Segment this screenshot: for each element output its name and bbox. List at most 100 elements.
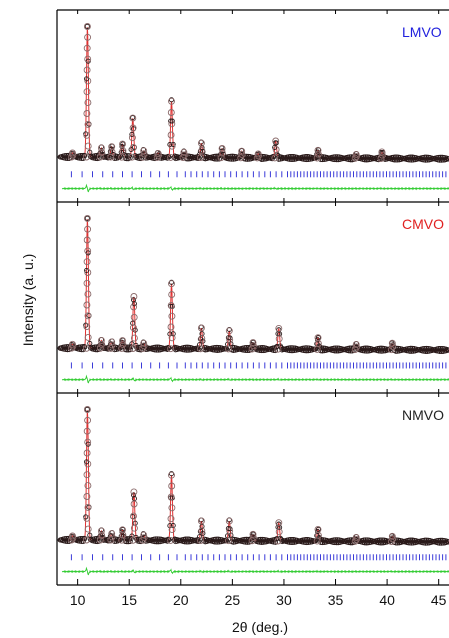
observed-point <box>68 536 76 544</box>
observed-point <box>153 536 159 542</box>
observed-point <box>274 537 282 545</box>
observed-point <box>237 154 245 162</box>
x-tick-label: 40 <box>379 592 395 608</box>
observed-point <box>132 327 138 333</box>
observed-point <box>108 341 116 349</box>
observed-point <box>119 140 126 148</box>
observed-point <box>69 532 76 540</box>
observed-point <box>253 154 261 162</box>
observed-point <box>198 146 206 154</box>
observed-point <box>304 348 310 354</box>
observed-point <box>130 512 137 520</box>
observed-point <box>407 348 413 354</box>
observed-point <box>170 141 176 147</box>
observed-point <box>107 536 115 544</box>
observed-point <box>423 540 429 546</box>
observed-point <box>302 156 308 163</box>
panel-lmvo: LMVO <box>57 23 449 193</box>
observed-point <box>228 153 234 159</box>
observed-point <box>362 154 368 160</box>
observed-point <box>377 540 383 546</box>
observed-point <box>130 303 138 311</box>
observed-point <box>119 341 127 348</box>
observed-point <box>108 533 116 541</box>
observed-point <box>129 324 137 332</box>
observed-point <box>167 536 175 544</box>
observed-point <box>84 525 92 533</box>
observed-point <box>84 482 92 490</box>
observed-point <box>217 154 225 162</box>
observed-point <box>168 334 176 342</box>
observed-point <box>124 347 130 353</box>
observed-point <box>287 345 293 351</box>
observed-point <box>140 339 148 347</box>
observed-point <box>302 348 308 354</box>
observed-point <box>98 149 106 156</box>
observed-point <box>275 528 283 536</box>
observed-point <box>287 154 293 160</box>
observed-point <box>84 269 92 276</box>
observed-point <box>238 151 246 158</box>
observed-point <box>129 131 135 137</box>
observed-point <box>302 539 308 546</box>
observed-point <box>168 279 175 285</box>
observed-point <box>83 493 91 500</box>
observed-point <box>83 322 89 328</box>
observed-point <box>83 344 90 352</box>
observed-point <box>314 525 322 533</box>
observed-point <box>229 156 235 162</box>
observed-point <box>108 530 116 538</box>
observed-point <box>83 536 90 544</box>
panel-label: NMVO <box>402 407 444 423</box>
observed-point <box>388 532 396 540</box>
observed-point <box>83 279 91 287</box>
observed-point <box>84 99 92 107</box>
panel-label: LMVO <box>402 24 442 40</box>
observed-point <box>118 153 126 161</box>
observed-point <box>362 157 368 163</box>
observed-point <box>289 153 295 160</box>
observed-point <box>423 537 430 543</box>
observed-point <box>84 333 92 341</box>
calculated-profile <box>62 410 449 543</box>
observed-point <box>272 348 279 354</box>
observed-point <box>83 449 91 457</box>
observed-point <box>64 538 71 544</box>
observed-point <box>227 156 233 162</box>
observed-point <box>332 540 338 546</box>
x-tick-label: 35 <box>328 592 344 608</box>
observed-point <box>377 155 385 162</box>
observed-point <box>130 313 138 321</box>
observed-point <box>393 157 399 163</box>
observed-point <box>423 345 430 351</box>
observed-point <box>168 142 176 150</box>
observed-point <box>83 267 90 274</box>
observed-point <box>118 344 126 352</box>
observed-point <box>214 344 220 350</box>
observed-point <box>218 145 226 152</box>
observed-point <box>387 346 395 354</box>
observed-point <box>120 141 126 147</box>
observed-point <box>84 438 92 446</box>
observed-point <box>289 345 295 351</box>
observed-point <box>184 536 190 542</box>
observed-point <box>407 540 413 546</box>
observed-point <box>378 537 384 543</box>
observed-point <box>275 324 283 332</box>
observed-point <box>168 97 175 105</box>
observed-point <box>96 153 104 161</box>
observed-point <box>333 154 339 160</box>
observed-point <box>140 147 148 155</box>
observed-point <box>129 124 137 132</box>
observed-point <box>437 154 444 160</box>
observed-point <box>407 157 413 163</box>
observed-point <box>83 459 90 465</box>
observed-point <box>314 150 322 158</box>
observed-point <box>214 153 220 159</box>
observed-point <box>331 154 337 160</box>
observed-point <box>128 344 134 350</box>
observed-point <box>315 335 321 341</box>
observed-point <box>224 537 232 545</box>
observed-point <box>154 344 161 350</box>
observed-point <box>84 247 92 255</box>
